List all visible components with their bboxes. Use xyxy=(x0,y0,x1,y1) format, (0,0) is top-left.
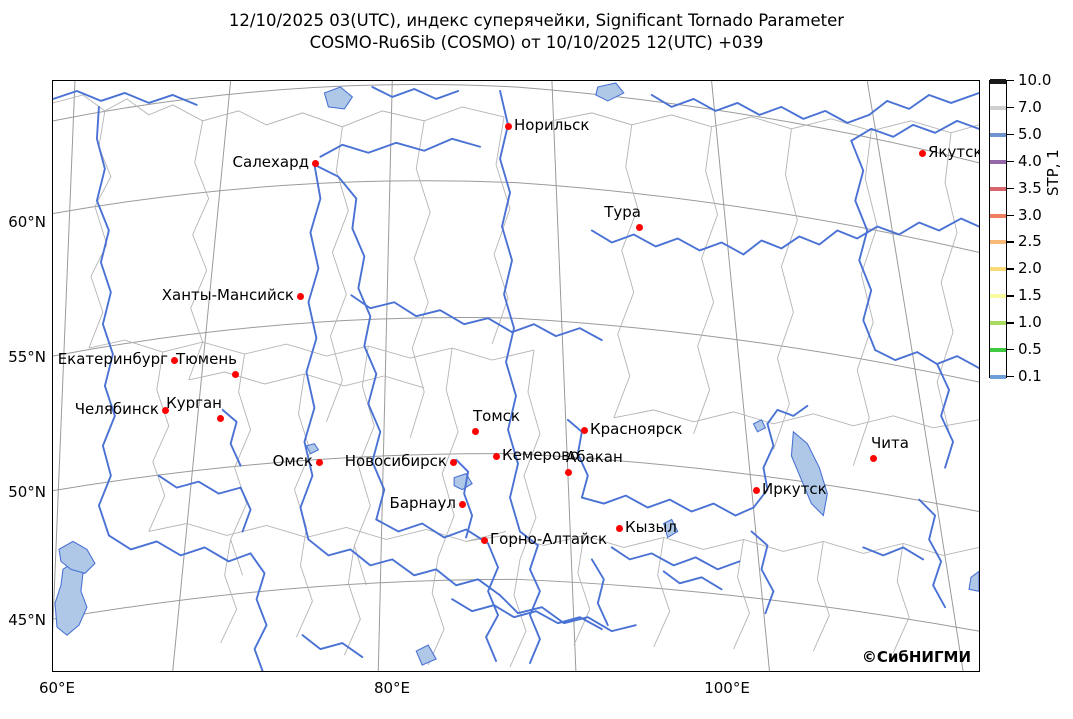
colorbar-tick-mark xyxy=(1007,214,1014,216)
colorbar-band xyxy=(990,348,1006,353)
city-label: Омск xyxy=(272,452,313,470)
colorbar-band xyxy=(990,159,1006,164)
colorbar-tick-mark xyxy=(1007,268,1014,270)
colorbar-tick-mark xyxy=(1007,80,1014,82)
colorbar-ticks: 10.0 7.0 5.0 4.0 3.5 3.0 2.5 2.0 1.5 1.0 0.5 0.1 xyxy=(1007,71,1067,385)
city-dot-icon xyxy=(752,486,760,494)
colorbar-tick-label: 3.5 xyxy=(1018,178,1042,197)
city-label: Ханты-Мансийск xyxy=(161,286,294,304)
colorbar-tick-label: 0.5 xyxy=(1018,340,1042,359)
map-canvas[interactable]: Норильск Якутск Салехард Тура Ханты-Мансийск… xyxy=(52,80,980,672)
city-dot-icon xyxy=(231,370,239,378)
city-dot-icon xyxy=(449,458,457,466)
x-axis-tick-label: 80°E xyxy=(373,679,411,697)
city-dot-icon xyxy=(458,500,466,508)
colorbar-band xyxy=(990,294,1006,299)
colorbar-tick-mark xyxy=(1007,349,1014,351)
x-axis-tick-label: 60°E xyxy=(38,679,76,697)
city-dot-icon xyxy=(615,524,623,532)
x-axis-tick-label: 100°E xyxy=(704,679,750,697)
colorbar-tick-mark xyxy=(1007,133,1014,136)
city-label: Курган xyxy=(166,394,222,412)
colorbar-band xyxy=(990,321,1006,326)
city-dot-icon xyxy=(564,468,572,476)
colorbar-tick-label: 3.0 xyxy=(1018,205,1042,224)
colorbar-band xyxy=(990,105,1006,110)
city-label: Барнаул xyxy=(389,494,456,512)
colorbar-band xyxy=(990,132,1006,137)
title-line-1: 12/10/2025 03(UTC), индекс суперячейки, … xyxy=(228,11,845,30)
city-label: Горно-Алтайск xyxy=(490,530,608,548)
city-label: Чита xyxy=(871,434,909,452)
colorbar-band xyxy=(990,186,1006,191)
map-vector-layer xyxy=(53,81,979,671)
city-dot-icon xyxy=(161,406,169,414)
colorbar-tick-label: 2.0 xyxy=(1018,259,1042,278)
city-dot-icon xyxy=(296,292,304,300)
colorbar-tick-mark xyxy=(1007,106,1014,109)
city-label: Салехард xyxy=(232,153,309,171)
city-label: Тюмень xyxy=(176,350,237,368)
colorbar-tick-mark xyxy=(1007,241,1014,243)
city-label: Иркутск xyxy=(762,480,827,498)
colorbar-tick-label: 2.5 xyxy=(1018,232,1042,251)
colorbar-tick-mark xyxy=(1007,187,1014,190)
graticule-lines xyxy=(53,81,979,671)
city-dot-icon xyxy=(918,149,926,157)
city-label: Норильск xyxy=(514,116,590,134)
city-dot-icon xyxy=(315,458,323,466)
city-label: Челябинск xyxy=(74,400,159,418)
y-axis-tick-label: 50°N xyxy=(8,483,46,501)
colorbar-tick-mark xyxy=(1007,322,1014,324)
city-label: Екатеринбург xyxy=(57,350,168,368)
y-axis-tick-label: 45°N xyxy=(8,611,46,629)
city-dot-icon xyxy=(492,452,500,460)
city-dot-icon xyxy=(471,427,479,435)
city-label: Кызыл xyxy=(625,518,677,536)
colorbar-tick-label: 1.5 xyxy=(1018,286,1042,305)
city-dot-icon xyxy=(580,426,588,434)
colorbar-tick-label: 4.0 xyxy=(1018,151,1042,170)
city-dot-icon xyxy=(869,454,877,462)
colorbar-band xyxy=(990,213,1006,218)
river-network xyxy=(53,86,979,671)
colorbar[interactable] xyxy=(989,79,1007,379)
water-bodies xyxy=(54,82,979,666)
y-axis-tick-label: 55°N xyxy=(8,348,46,366)
city-dot-icon xyxy=(480,536,488,544)
city-label: Новосибирск xyxy=(344,452,447,470)
chart-title: 12/10/2025 03(UTC), индекс суперячейки, … xyxy=(0,10,1073,54)
city-dot-icon xyxy=(170,356,178,364)
colorbar-tick-label: 1.0 xyxy=(1018,313,1042,332)
city-label: Абакан xyxy=(566,448,623,466)
colorbar-band xyxy=(990,267,1006,272)
city-label: Кемерово xyxy=(502,446,580,464)
colorbar-tick-mark xyxy=(1007,160,1014,163)
city-label: Красноярск xyxy=(590,420,683,438)
colorbar-tick-mark xyxy=(1007,295,1014,297)
colorbar-band xyxy=(990,79,1006,84)
colorbar-band xyxy=(990,375,1006,379)
city-dot-icon xyxy=(504,122,512,130)
city-dot-icon xyxy=(635,223,643,231)
city-label: Тура xyxy=(604,203,641,221)
y-axis-tick-label: 60°N xyxy=(8,213,46,231)
admin-borders xyxy=(53,94,979,668)
colorbar-tick-label: 5.0 xyxy=(1018,124,1042,143)
colorbar-tick-mark xyxy=(1007,376,1014,378)
colorbar-tick-label: 0.1 xyxy=(1018,367,1042,385)
title-line-2: COSMO-Ru6Sib (COSMO) от 10/10/2025 12(UT… xyxy=(309,33,764,52)
copyright-watermark: ©СибНИГМИ xyxy=(861,648,971,666)
colorbar-tick-label: 10.0 xyxy=(1018,71,1052,89)
colorbar-tick-label: 7.0 xyxy=(1018,97,1042,116)
city-label: Томск xyxy=(473,407,520,425)
colorbar-band xyxy=(990,240,1006,245)
city-dot-icon xyxy=(216,414,224,422)
city-dot-icon xyxy=(311,159,319,167)
city-label: Якутск xyxy=(928,143,980,161)
colorbar-axis-title: STP, 1 xyxy=(1044,149,1062,196)
